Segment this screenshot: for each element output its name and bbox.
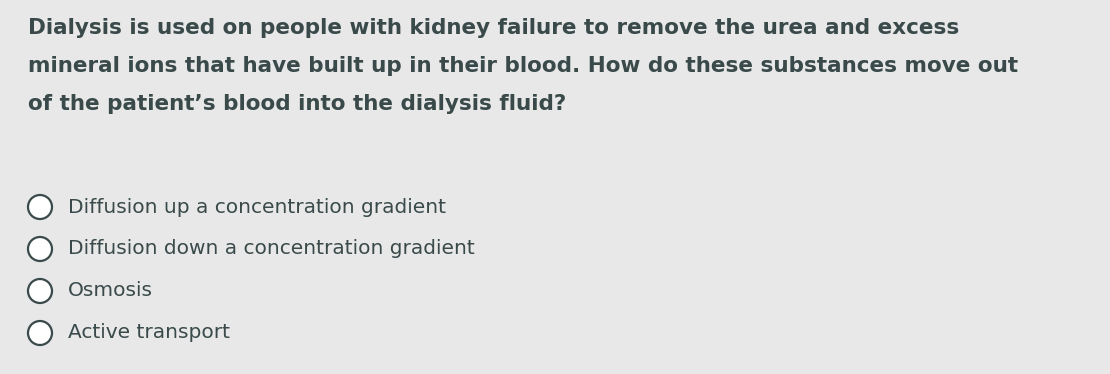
Text: of the patient’s blood into the dialysis fluid?: of the patient’s blood into the dialysis… [28,94,566,114]
Text: Diffusion down a concentration gradient: Diffusion down a concentration gradient [68,239,475,258]
Text: Osmosis: Osmosis [68,282,153,300]
Circle shape [28,195,52,219]
Text: mineral ions that have built up in their blood. How do these substances move out: mineral ions that have built up in their… [28,56,1018,76]
Circle shape [28,321,52,345]
Circle shape [28,237,52,261]
Text: Dialysis is used on people with kidney failure to remove the urea and excess: Dialysis is used on people with kidney f… [28,18,959,38]
Circle shape [28,279,52,303]
Text: Active transport: Active transport [68,324,230,343]
Text: Diffusion up a concentration gradient: Diffusion up a concentration gradient [68,197,446,217]
